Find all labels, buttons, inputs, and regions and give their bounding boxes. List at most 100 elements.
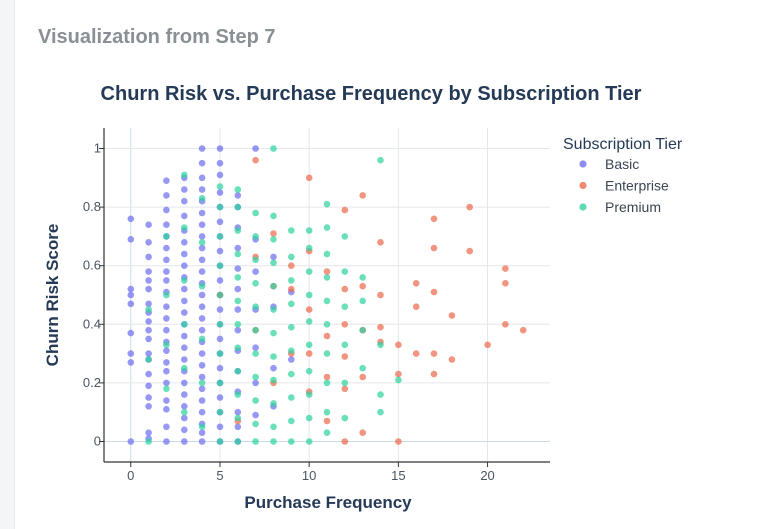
data-point-premium: [181, 277, 188, 284]
data-point-enterprise: [323, 332, 331, 340]
data-point-premium: [377, 391, 384, 398]
data-point-basic: [127, 300, 135, 308]
legend[interactable]: Subscription Tier Basic Enterprise Premium: [563, 136, 683, 215]
data-point-basic: [145, 277, 152, 284]
data-point-premium: [270, 423, 277, 431]
data-point-basic: [163, 367, 170, 375]
data-point-enterprise: [341, 353, 349, 360]
data-point-enterprise: [305, 350, 313, 357]
data-point-premium: [359, 364, 367, 372]
data-point-basic: [216, 335, 224, 343]
y-tick-label: 0.2: [83, 375, 101, 390]
data-point-basic: [145, 335, 152, 343]
legend-marker: [579, 181, 587, 190]
data-point-basic: [198, 291, 206, 299]
data-point-basic: [181, 297, 188, 305]
data-point-premium: [216, 183, 224, 190]
y-axis-title: Churn Risk Score: [43, 224, 62, 367]
data-point-premium: [377, 156, 384, 164]
data-point-premium: [198, 282, 206, 290]
data-point-premium: [252, 420, 259, 428]
data-point-premium: [181, 224, 188, 231]
data-point-premium: [323, 250, 331, 258]
data-point-enterprise: [377, 323, 384, 331]
data-point-basic: [198, 174, 206, 182]
data-point-basic: [198, 429, 206, 437]
data-point-premium: [341, 379, 349, 387]
data-point-premium: [359, 297, 367, 305]
data-point-premium: [323, 224, 331, 231]
data-point-premium: [305, 391, 313, 398]
data-point-enterprise: [359, 373, 367, 381]
legend-item-enterprise[interactable]: Enterprise: [579, 178, 669, 194]
data-point-basic: [163, 277, 170, 284]
data-point-premium: [216, 438, 224, 445]
data-point-basic: [181, 262, 188, 270]
data-point-basic: [163, 359, 170, 366]
data-point-basic: [127, 291, 135, 299]
data-point-enterprise: [323, 268, 331, 275]
data-point-premium: [252, 373, 259, 381]
y-tick-label: 0.6: [83, 258, 101, 273]
x-axis-title: Purchase Frequency: [244, 493, 412, 512]
data-point-premium: [323, 321, 331, 328]
data-point-basic: [198, 350, 206, 357]
data-point-premium: [288, 347, 295, 355]
data-point-enterprise: [519, 326, 527, 334]
data-point-basic: [270, 253, 277, 261]
data-point-enterprise: [412, 280, 420, 287]
legend-item-premium[interactable]: Premium: [579, 199, 661, 215]
data-point-basic: [127, 438, 135, 445]
legend-label: Enterprise: [605, 178, 669, 194]
data-points: [127, 145, 527, 445]
y-tick-label: 0: [94, 433, 101, 448]
data-point-basic: [216, 145, 224, 152]
data-point-basic: [252, 344, 259, 352]
data-point-premium: [252, 303, 259, 311]
data-point-premium: [359, 326, 367, 334]
data-point-basic: [252, 411, 259, 419]
data-point-basic: [198, 397, 206, 404]
data-point-premium: [323, 379, 331, 387]
data-point-basic: [181, 197, 188, 205]
data-point-enterprise: [341, 321, 349, 328]
data-point-basic: [163, 423, 170, 431]
data-point-enterprise: [430, 350, 438, 357]
x-tick-label: 15: [391, 468, 405, 483]
data-point-premium: [305, 244, 313, 252]
data-point-premium: [323, 429, 331, 437]
data-point-basic: [198, 268, 206, 275]
data-point-premium: [323, 200, 331, 208]
data-point-enterprise: [305, 174, 313, 182]
data-point-basic: [198, 362, 206, 369]
data-point-basic: [198, 256, 206, 264]
data-point-basic: [181, 426, 188, 434]
data-point-premium: [270, 145, 277, 152]
data-point-enterprise: [430, 244, 438, 252]
data-point-basic: [234, 265, 242, 272]
data-point-premium: [234, 186, 242, 193]
data-point-premium: [198, 239, 206, 246]
data-point-premium: [163, 385, 170, 393]
data-point-premium: [216, 203, 224, 211]
legend-marker: [579, 160, 587, 168]
data-point-enterprise: [502, 280, 509, 287]
data-point-premium: [270, 212, 277, 220]
data-point-enterprise: [502, 265, 509, 272]
data-point-premium: [305, 414, 313, 422]
data-point-premium: [341, 414, 349, 422]
legend-item-basic[interactable]: Basic: [579, 156, 639, 172]
data-point-basic: [198, 186, 206, 193]
data-point-basic: [163, 206, 170, 214]
data-point-premium: [252, 397, 259, 404]
data-point-premium: [359, 274, 367, 281]
data-point-basic: [163, 326, 170, 334]
data-point-enterprise: [430, 288, 438, 296]
data-point-premium: [305, 341, 313, 349]
data-point-premium: [288, 417, 295, 425]
data-point-basic: [163, 244, 170, 252]
data-point-basic: [145, 429, 152, 437]
data-point-enterprise: [359, 429, 367, 437]
data-point-premium: [163, 341, 170, 349]
data-point-premium: [377, 341, 384, 349]
